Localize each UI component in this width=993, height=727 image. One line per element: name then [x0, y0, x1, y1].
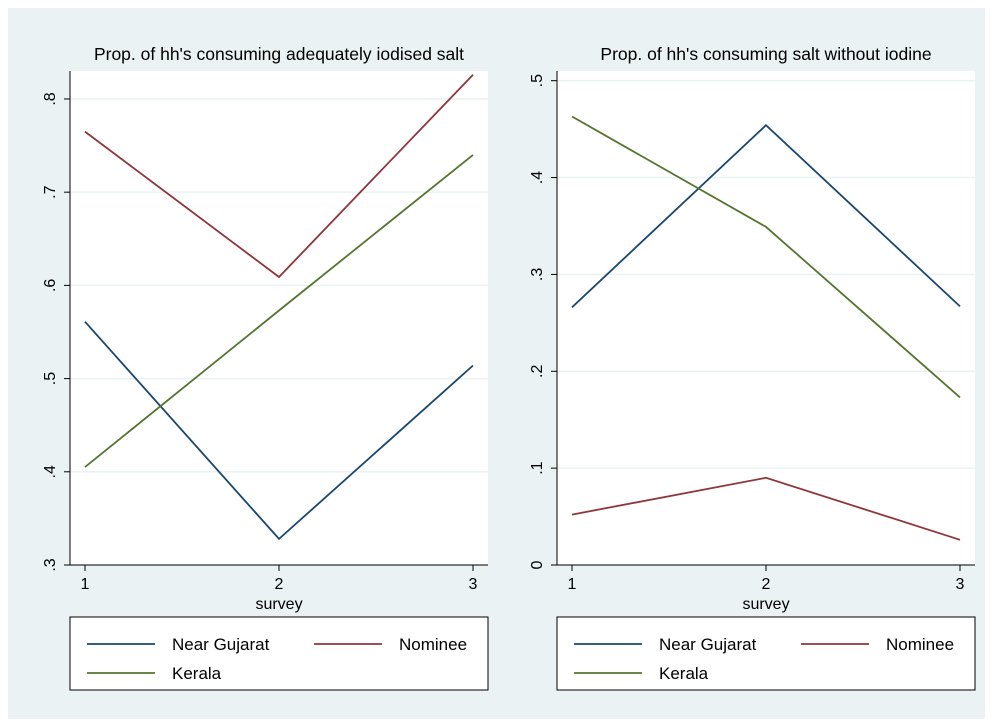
y-tick-label: .1 — [529, 461, 546, 474]
chart-title: Prop. of hh's consuming salt without iod… — [600, 44, 931, 64]
x-tick-label: 2 — [762, 576, 771, 593]
legend-box — [69, 616, 489, 691]
legend-label-near-gujarat: Near Gujarat — [172, 635, 270, 654]
legend-label-kerala: Kerala — [659, 664, 709, 683]
y-tick-label: .3 — [42, 558, 59, 571]
x-tick-label: 1 — [81, 576, 90, 593]
y-tick-label: .2 — [529, 365, 546, 378]
legend-label-near-gujarat: Near Gujarat — [659, 635, 757, 654]
x-tick-label: 3 — [956, 576, 965, 593]
legend-label-kerala: Kerala — [172, 664, 222, 683]
chart-without-iodine: Prop. of hh's consuming salt without iod… — [529, 44, 976, 691]
series-line-nominee — [571, 476, 961, 541]
x-tick-label: 1 — [568, 576, 577, 593]
legend: Near Gujarat Nominee Kerala — [556, 616, 976, 691]
series-line-nominee — [84, 74, 474, 279]
x-tick-label: 2 — [275, 576, 284, 593]
y-tick-label: .7 — [42, 185, 59, 198]
right-chart-panel: Prop. of hh's consuming salt without iod… — [495, 8, 985, 719]
x-axis-title: survey — [742, 596, 789, 613]
x-axis-title: survey — [255, 596, 302, 613]
chart-title: Prop. of hh's consuming adequately iodis… — [94, 44, 464, 64]
series-line-near-gujarat — [571, 123, 961, 308]
plot-area — [70, 71, 488, 565]
series-line-near-gujarat — [84, 321, 474, 541]
legend-box — [556, 616, 976, 691]
y-tick-label: 0 — [529, 560, 546, 569]
y-tick-label: .8 — [42, 92, 59, 105]
left-chart-panel: Prop. of hh's consuming adequately iodis… — [8, 8, 498, 719]
legend-label-nominee: Nominee — [886, 635, 954, 654]
y-tick-label: .5 — [529, 74, 546, 87]
plot-area — [557, 71, 975, 565]
y-tick-label: .6 — [42, 279, 59, 292]
series-line-kerala — [84, 154, 474, 468]
y-tick-label: .4 — [42, 465, 59, 478]
legend-label-nominee: Nominee — [399, 635, 467, 654]
y-tick-label: .3 — [529, 268, 546, 281]
x-tick-label: 3 — [469, 576, 478, 593]
legend: Near Gujarat Nominee Kerala — [69, 616, 489, 691]
y-tick-label: .4 — [529, 171, 546, 184]
chart-adequately-iodised: Prop. of hh's consuming adequately iodis… — [42, 44, 489, 691]
graph-background: Prop. of hh's consuming adequately iodis… — [8, 8, 985, 719]
y-tick-label: .5 — [42, 372, 59, 385]
series-line-kerala — [571, 115, 961, 399]
